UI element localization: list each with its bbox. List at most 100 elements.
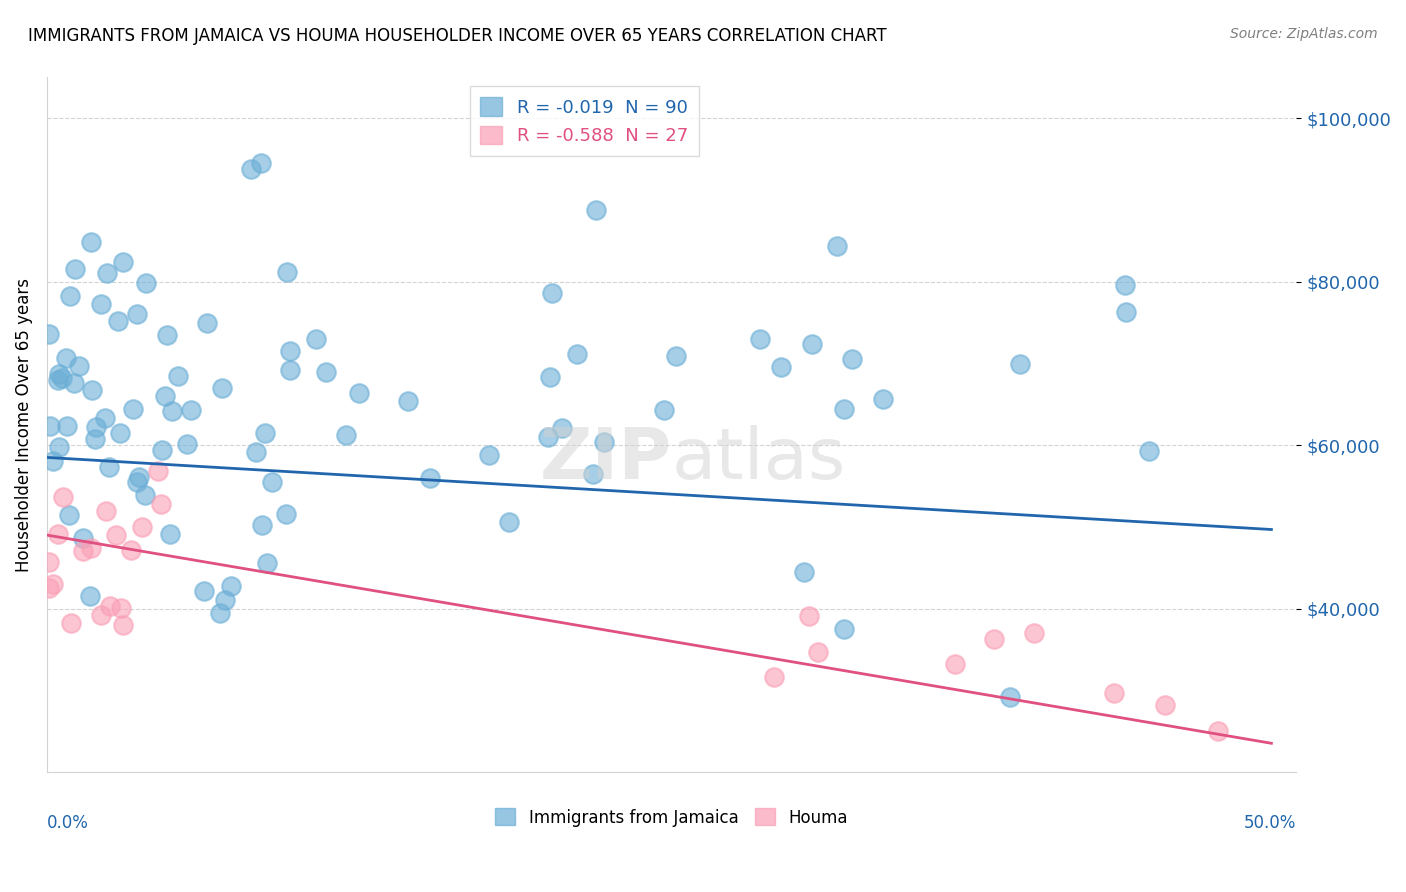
Text: IMMIGRANTS FROM JAMAICA VS HOUMA HOUSEHOLDER INCOME OVER 65 YEARS CORRELATION CH: IMMIGRANTS FROM JAMAICA VS HOUMA HOUSEHO… [28,27,887,45]
Point [134,488,156,502]
Point [335,428,357,442]
Point [52,491,75,505]
Point [80,541,103,556]
Point [48,441,70,455]
Point [108,426,131,441]
Point [94,503,117,517]
Point [193,584,215,599]
Point [872,392,894,406]
Point [63,376,86,390]
Point [419,471,441,485]
Point [1153,698,1175,713]
Point [825,239,848,253]
Point [42,577,65,591]
Point [1024,625,1046,640]
Point [58,508,80,522]
Point [80,235,103,249]
Point [256,556,278,570]
Point [84,420,107,434]
Point [245,444,267,458]
Point [550,420,572,434]
Point [943,657,966,672]
Point [801,337,824,351]
Point [536,430,558,444]
Point [131,520,153,534]
Point [72,531,94,545]
Point [478,448,501,462]
Point [107,314,129,328]
Point [592,435,614,450]
Text: atlas: atlas [672,425,846,494]
Point [125,475,148,489]
Point [159,526,181,541]
Point [38,555,60,569]
Point [38,581,60,595]
Point [1115,305,1137,319]
Point [135,276,157,290]
Point [48,367,70,381]
Text: 50.0%: 50.0% [1244,814,1296,831]
Point [214,593,236,607]
Point [46,526,69,541]
Point [797,609,820,624]
Point [149,497,172,511]
Text: ZIP: ZIP [540,425,672,494]
Legend: Immigrants from Jamaica, Houma: Immigrants from Jamaica, Houma [489,802,855,833]
Point [262,475,284,489]
Point [250,517,273,532]
Point [274,508,297,522]
Point [665,349,688,363]
Point [834,623,856,637]
Point [51,370,73,384]
Y-axis label: Householder Income Over 65 years: Householder Income Over 65 years [15,277,32,572]
Point [128,470,150,484]
Point [763,670,786,684]
Point [793,565,815,579]
Point [585,202,607,217]
Point [84,432,107,446]
Point [278,343,301,358]
Point [770,360,793,375]
Text: Source: ZipAtlas.com: Source: ZipAtlas.com [1230,27,1378,41]
Point [582,467,605,481]
Point [315,365,337,379]
Point [278,363,301,377]
Point [125,307,148,321]
Point [567,347,589,361]
Point [998,690,1021,704]
Point [276,265,298,279]
Text: 0.0%: 0.0% [46,814,89,831]
Point [67,359,90,373]
Point [211,381,233,395]
Point [55,351,77,366]
Point [56,419,79,434]
Point [120,543,142,558]
Point [90,297,112,311]
Point [105,528,128,542]
Point [396,394,419,409]
Point [150,443,173,458]
Point [254,425,277,440]
Point [841,352,863,367]
Point [538,370,561,384]
Point [79,589,101,603]
Point [89,607,111,622]
Point [749,332,772,346]
Point [72,543,94,558]
Point [498,515,520,529]
Point [42,453,65,467]
Point [832,402,855,417]
Point [98,460,121,475]
Point [155,388,177,402]
Point [59,288,82,302]
Point [347,385,370,400]
Point [208,607,231,621]
Point [219,579,242,593]
Point [162,404,184,418]
Point [156,328,179,343]
Point [1206,724,1229,739]
Point [249,155,271,169]
Point [94,411,117,425]
Point [1010,357,1032,371]
Point [48,373,70,387]
